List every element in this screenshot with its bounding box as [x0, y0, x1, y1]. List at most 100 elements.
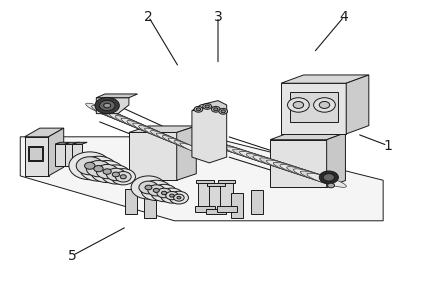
Circle shape — [94, 166, 103, 172]
Circle shape — [76, 157, 103, 175]
Ellipse shape — [115, 116, 146, 129]
Circle shape — [169, 191, 188, 204]
Ellipse shape — [293, 169, 332, 182]
Polygon shape — [55, 144, 65, 166]
Text: 2: 2 — [144, 10, 153, 24]
Ellipse shape — [139, 126, 167, 138]
Ellipse shape — [219, 145, 252, 157]
Circle shape — [194, 107, 203, 112]
Circle shape — [166, 191, 178, 200]
Circle shape — [170, 194, 174, 197]
Circle shape — [327, 183, 334, 188]
Ellipse shape — [98, 108, 130, 123]
Circle shape — [151, 184, 177, 202]
Circle shape — [203, 104, 211, 109]
Polygon shape — [125, 189, 137, 214]
Ellipse shape — [287, 167, 325, 180]
Bar — [290, 92, 337, 122]
Polygon shape — [24, 137, 48, 176]
Ellipse shape — [174, 141, 199, 152]
Polygon shape — [281, 75, 369, 83]
Polygon shape — [207, 182, 225, 186]
Polygon shape — [72, 142, 87, 144]
Polygon shape — [192, 101, 227, 111]
Polygon shape — [129, 126, 196, 132]
Ellipse shape — [246, 153, 281, 166]
Ellipse shape — [109, 113, 141, 127]
Polygon shape — [209, 186, 222, 212]
Circle shape — [131, 176, 166, 199]
Bar — [29, 147, 41, 160]
Polygon shape — [220, 183, 233, 209]
Text: 4: 4 — [340, 10, 348, 24]
Polygon shape — [55, 142, 70, 144]
Circle shape — [145, 185, 152, 190]
Polygon shape — [206, 209, 226, 214]
Ellipse shape — [145, 128, 172, 141]
Ellipse shape — [180, 143, 204, 154]
Ellipse shape — [150, 131, 178, 143]
Ellipse shape — [212, 143, 245, 154]
Text: 5: 5 — [68, 249, 77, 262]
Polygon shape — [129, 132, 177, 180]
Circle shape — [160, 188, 183, 203]
Polygon shape — [24, 128, 64, 137]
Polygon shape — [96, 94, 138, 98]
Circle shape — [96, 164, 118, 179]
Circle shape — [103, 169, 111, 174]
Polygon shape — [65, 142, 80, 144]
Circle shape — [177, 196, 181, 199]
Circle shape — [102, 165, 130, 184]
Ellipse shape — [253, 156, 289, 168]
Polygon shape — [281, 83, 346, 134]
Circle shape — [86, 161, 111, 177]
Polygon shape — [327, 133, 345, 187]
Polygon shape — [195, 206, 215, 212]
Polygon shape — [251, 190, 263, 214]
Circle shape — [214, 108, 218, 111]
Ellipse shape — [226, 147, 260, 159]
Circle shape — [205, 105, 209, 108]
Ellipse shape — [307, 173, 346, 187]
Polygon shape — [192, 105, 227, 163]
Circle shape — [85, 162, 95, 169]
Polygon shape — [196, 180, 214, 183]
Ellipse shape — [127, 120, 157, 134]
Ellipse shape — [300, 171, 339, 185]
Polygon shape — [217, 206, 237, 212]
Circle shape — [196, 108, 201, 111]
Polygon shape — [346, 75, 369, 134]
Circle shape — [174, 194, 184, 201]
Ellipse shape — [121, 118, 151, 132]
Ellipse shape — [168, 138, 194, 149]
Circle shape — [323, 174, 334, 181]
Ellipse shape — [260, 158, 296, 171]
Circle shape — [219, 109, 228, 114]
Circle shape — [319, 102, 330, 109]
Text: 3: 3 — [214, 10, 222, 24]
Circle shape — [139, 181, 158, 194]
Circle shape — [104, 103, 111, 108]
Ellipse shape — [92, 106, 125, 120]
Polygon shape — [20, 137, 383, 221]
Circle shape — [106, 168, 125, 181]
Circle shape — [112, 172, 119, 177]
Ellipse shape — [280, 164, 317, 178]
Circle shape — [111, 169, 136, 185]
Circle shape — [221, 110, 225, 113]
Circle shape — [319, 171, 338, 184]
Ellipse shape — [133, 123, 162, 136]
Circle shape — [120, 175, 126, 179]
Polygon shape — [65, 144, 75, 166]
Polygon shape — [96, 98, 129, 114]
Circle shape — [116, 171, 131, 182]
Circle shape — [69, 152, 111, 180]
Ellipse shape — [233, 149, 267, 161]
Circle shape — [91, 161, 124, 182]
Polygon shape — [231, 193, 243, 218]
Circle shape — [161, 191, 167, 195]
Polygon shape — [270, 140, 327, 187]
Polygon shape — [48, 128, 64, 176]
Ellipse shape — [86, 103, 120, 118]
Circle shape — [95, 97, 119, 114]
